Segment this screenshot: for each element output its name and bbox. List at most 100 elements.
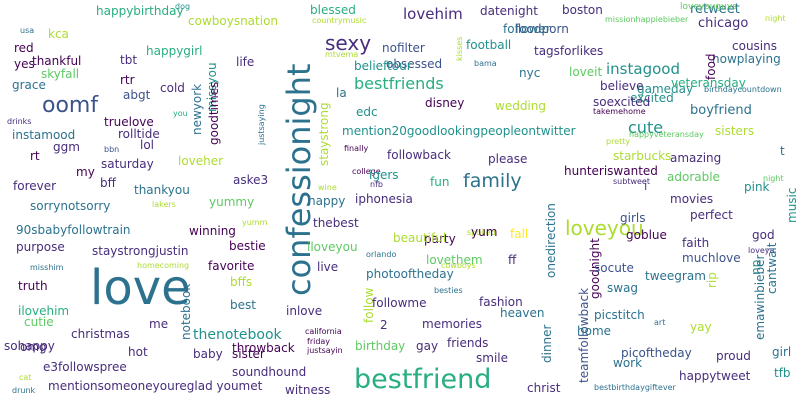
word-184: baby [193,347,223,361]
word-91: my [76,165,95,179]
word-46: belieftour [354,59,412,73]
word-62: edc [356,105,378,119]
word-181: girl [772,345,792,359]
word-15: retweet [690,2,740,17]
word-64: wedding [495,99,546,113]
word-120: 90sbabyfollowtrain [16,223,131,237]
word-42: nowplaying [712,52,781,66]
word-168: art [654,318,666,327]
word-39: obsessed [386,57,443,71]
word-4: loveyou [565,216,644,240]
word-32: mtvema [325,50,359,59]
word-137: lovethem [426,253,483,267]
word-182: e3followspree [43,360,127,374]
word-17: happybirthday [96,4,184,18]
word-63: disney [425,96,465,110]
word-98: bff [100,176,116,190]
word-186: justsayin [307,346,343,355]
word-56: abgt [123,88,151,102]
word-90: hunteriswanted [564,164,658,178]
word-180: home [577,324,612,338]
word-86: t [780,144,785,158]
word-128: iloveyou [307,240,358,254]
word-105: nfb [370,180,383,189]
word-30: tbt [120,53,138,67]
word-31: happygirl [146,44,203,58]
word-72: takemehome [593,107,646,116]
word-200: cowboys [441,261,476,270]
word-142: socute [594,261,634,275]
word-177: friends [447,336,489,350]
word-87: loveher [178,154,224,168]
word-199: bestbirthdaygiftever [594,383,676,392]
word-101: fun [430,175,450,189]
word-43: grace [12,78,46,92]
word-187: smile [476,351,508,365]
word-103: pink [744,180,770,194]
word-152: ilovehim [18,304,70,318]
word-188: work [613,356,643,370]
word-26: chicago [698,16,749,31]
word-75: bbn [104,145,120,154]
word-24: missionhappiebieber [605,15,689,24]
word-35: tagsforlikes [534,44,604,58]
word-167: yay [690,320,712,334]
word-175: birthday [355,339,406,353]
word-8: bestfriends [354,74,444,93]
word-102: i [644,179,648,193]
word-55: birthdaycountdown [704,85,782,94]
word-80: justsaying [257,104,266,145]
word-13: datenight [480,4,538,18]
word-112: lakers [152,200,176,209]
word-85: amazing [670,151,722,165]
word-191: happytweet [679,369,751,383]
word-116: fall [510,227,529,241]
word-3: bestfriend [354,364,492,395]
word-150: swag [607,281,639,295]
word-160: emawinbieber [753,254,767,340]
word-92: saturday [101,157,154,171]
word-88: college [352,167,381,176]
word-67: instamood [12,128,76,142]
word-119: music [785,187,799,223]
word-192: tfb [774,366,791,380]
word-45: life [236,55,255,69]
word-65: soexcited [593,95,651,109]
word-156: followme [372,296,427,310]
word-18: dog [175,2,191,11]
word-2: confessionight [280,63,318,296]
word-197: christ [527,381,561,395]
word-1: love [90,260,191,316]
word-49: loveit [569,65,603,79]
word-136: orlando [366,250,397,259]
word-145: cantwait [765,242,779,294]
word-148: photooftheday [366,267,454,281]
word-193: soundhound [232,365,307,379]
word-107: iphonesia [355,192,413,206]
word-19: kca [48,27,69,41]
word-138: ff [508,253,517,267]
word-125: purpose [16,240,65,254]
word-114: party [424,232,456,246]
word-81: staystrong [317,102,331,166]
word-44: rtr [120,73,135,87]
word-6: family [463,170,522,192]
word-127: bestie [229,239,266,253]
word-59: drinks [7,117,32,126]
word-96: night [763,174,784,183]
word-78: pretty [606,137,631,146]
word-170: omg [20,340,47,354]
word-129: beautiful [393,231,447,245]
word-22: countrymusic [312,16,367,25]
word-89: please [488,152,528,166]
word-122: yumm [242,218,268,227]
word-36: cousins [732,39,777,53]
word-124: loveya [748,246,775,255]
word-9: instagood [606,60,680,78]
word-130: yum [471,225,498,239]
word-115: spoiled [467,228,496,237]
word-7: sexy [325,31,372,55]
word-34: football [466,38,512,52]
word-16: loveyouguys [680,2,737,12]
word-20: cowboysnation [188,14,279,28]
